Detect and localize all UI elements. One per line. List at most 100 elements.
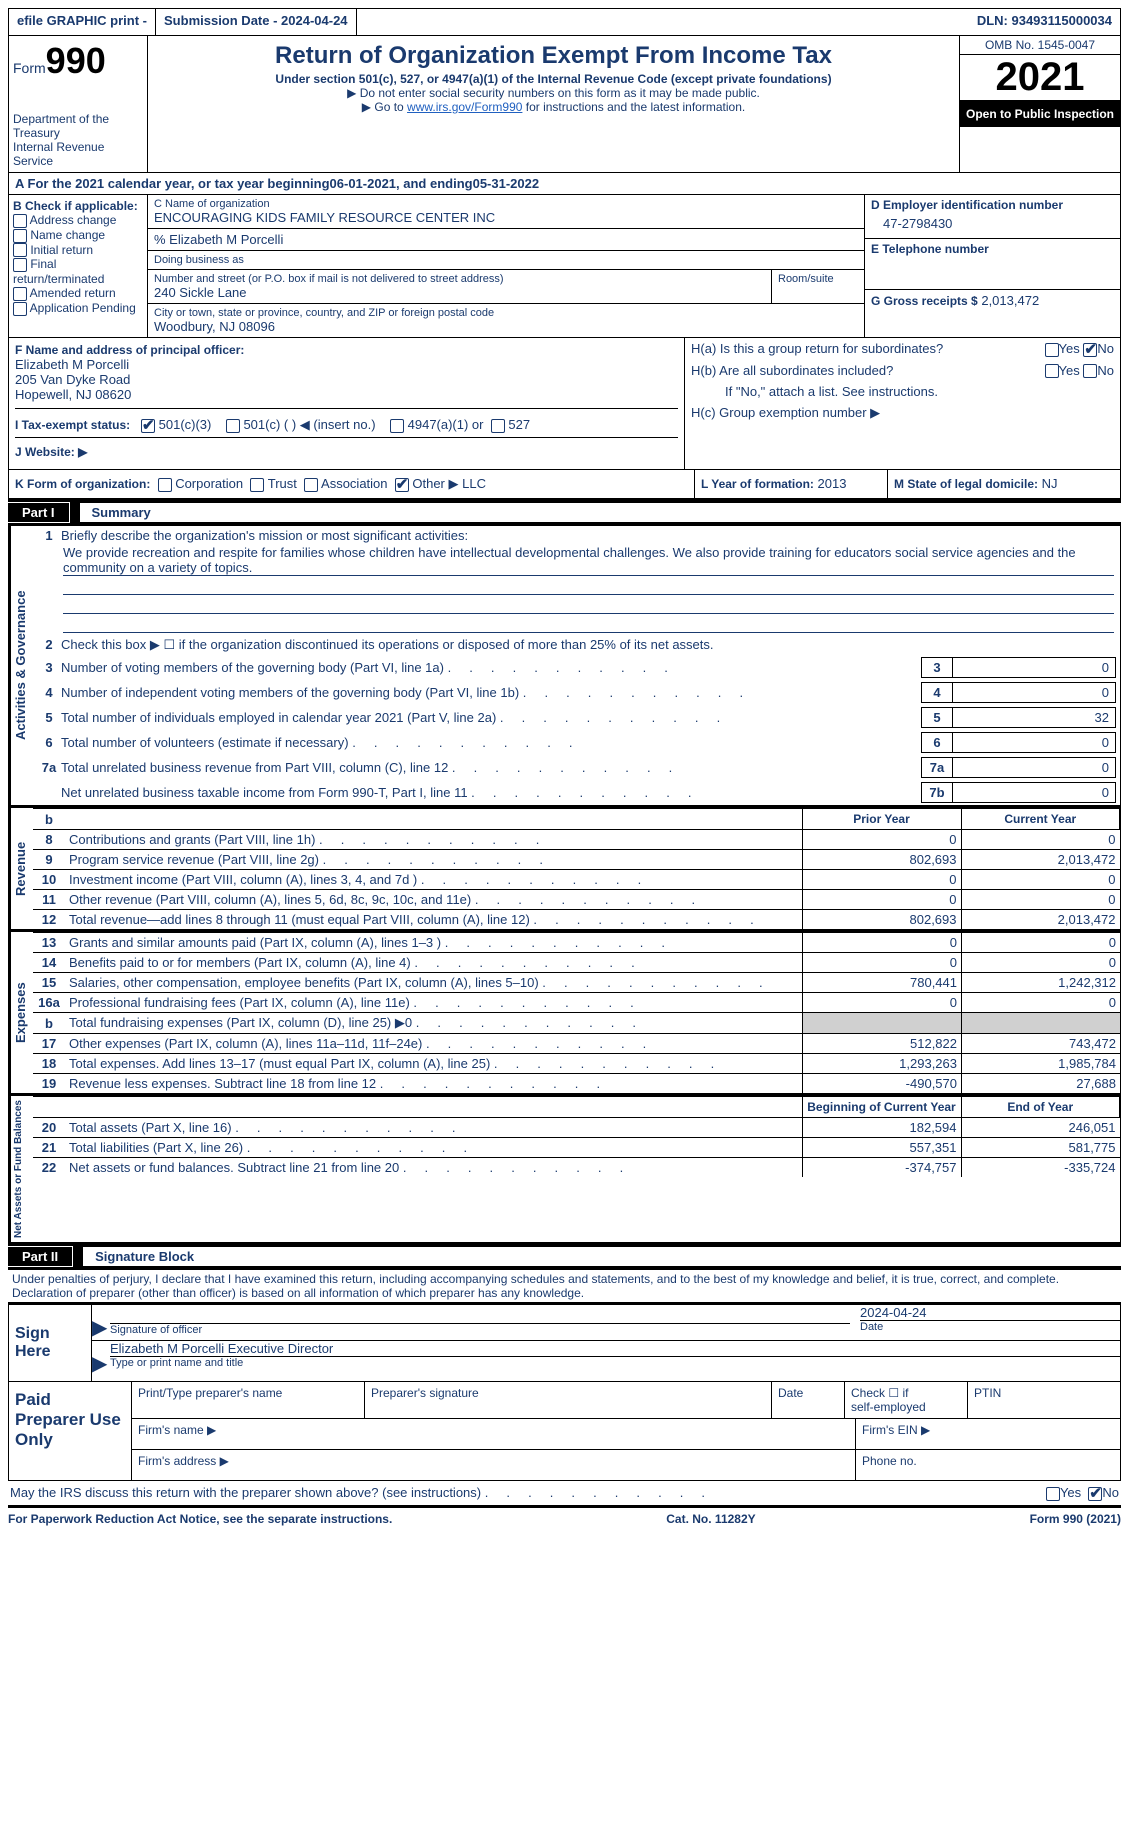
firm-addr-label: Firm's address ▶	[132, 1450, 856, 1480]
f-label: F Name and address of principal officer:	[15, 343, 244, 357]
summary-line: 6Total number of volunteers (estimate if…	[33, 730, 1120, 755]
care-of: % Elizabeth M Porcelli	[148, 229, 864, 251]
ptin-label: PTIN	[968, 1382, 1120, 1418]
chk-527	[491, 419, 505, 433]
form-ref: Form 990 (2021)	[1030, 1512, 1121, 1526]
dba-label: Doing business as	[148, 251, 864, 270]
summary-line: 5Total number of individuals employed in…	[33, 705, 1120, 730]
sig-officer-label: Signature of officer	[110, 1323, 850, 1336]
state-domicile: NJ	[1042, 476, 1058, 491]
l2-label: Check this box ▶ ☐ if the organization d…	[61, 637, 1116, 653]
form-subtitle: Under section 501(c), 527, or 4947(a)(1)…	[152, 72, 955, 86]
chk-final-return: Final return/terminated	[13, 257, 143, 286]
side-ag: Activities & Governance	[9, 526, 33, 805]
irs-label: Internal Revenue Service	[13, 140, 143, 168]
table-row: 22Net assets or fund balances. Subtract …	[33, 1158, 1120, 1178]
discuss-no	[1088, 1487, 1102, 1501]
prep-date-label: Date	[772, 1382, 845, 1418]
chk-initial-return: Initial return	[13, 243, 143, 258]
name-title-label: Type or print name and title	[110, 1356, 1120, 1369]
discuss-yes	[1046, 1487, 1060, 1501]
self-emp-check: Check ☐ ifself-employed	[845, 1382, 968, 1418]
chk-other	[395, 478, 409, 492]
chk-name-change: Name change	[13, 228, 143, 243]
page-footer: For Paperwork Reduction Act Notice, see …	[8, 1507, 1121, 1530]
officer-addr2: Hopewell, NJ 08620	[15, 387, 131, 402]
city-state-zip: Woodbury, NJ 08096	[154, 319, 858, 334]
net-table: Beginning of Current YearEnd of Year 20T…	[33, 1096, 1120, 1177]
summary-line: 3Number of voting members of the governi…	[33, 655, 1120, 680]
efile-label: efile GRAPHIC print -	[9, 9, 156, 35]
summary-line: 4Number of independent voting members of…	[33, 680, 1120, 705]
part-2-header: Part II Signature Block	[8, 1243, 1121, 1270]
j-website-label: J Website: ▶	[15, 445, 87, 459]
form-title: Return of Organization Exempt From Incom…	[152, 42, 955, 70]
firm-ein-label: Firm's EIN ▶	[856, 1419, 1120, 1449]
sig-arrow-icon-2: ▶	[92, 1341, 110, 1376]
g-receipts-label: G Gross receipts $	[871, 294, 978, 308]
table-row: 14Benefits paid to or for members (Part …	[33, 953, 1120, 973]
form-header: Form990 Department of the Treasury Inter…	[8, 36, 1121, 173]
summary-line: 7aTotal unrelated business revenue from …	[33, 755, 1120, 780]
expenses-section: Expenses 13Grants and similar amounts pa…	[8, 930, 1121, 1094]
goto-note: ▶ Go to www.irs.gov/Form990 for instruct…	[152, 100, 955, 114]
part-1-header: Part I Summary	[8, 499, 1121, 526]
top-bar: efile GRAPHIC print - Submission Date - …	[8, 8, 1121, 36]
section-fhijk: F Name and address of principal officer:…	[8, 338, 1121, 470]
table-row: bTotal fundraising expenses (Part IX, co…	[33, 1013, 1120, 1034]
irs-link[interactable]: www.irs.gov/Form990	[407, 100, 522, 114]
table-row: 20Total assets (Part X, line 16)182,5942…	[33, 1118, 1120, 1138]
hb-yes	[1045, 364, 1059, 378]
room-suite-label: Room/suite	[772, 270, 864, 303]
chk-address-change: Address change	[13, 213, 143, 228]
officer-printed-name: Elizabeth M Porcelli Executive Director	[110, 1341, 1120, 1356]
e-phone-label: E Telephone number	[871, 242, 1114, 256]
dln: DLN: 93493115000034	[969, 9, 1120, 35]
revenue-section: Revenue bPrior YearCurrent Year 8Contrib…	[8, 806, 1121, 930]
h-b-label: H(b) Are all subordinates included?	[691, 363, 1045, 379]
table-row: 8Contributions and grants (Part VIII, li…	[33, 830, 1120, 850]
sign-here-label: Sign Here	[9, 1305, 92, 1381]
org-name: ENCOURAGING KIDS FAMILY RESOURCE CENTER …	[154, 210, 858, 225]
paperwork-notice: For Paperwork Reduction Act Notice, see …	[8, 1512, 392, 1526]
summary-line: Net unrelated business taxable income fr…	[33, 780, 1120, 805]
omb-number: OMB No. 1545-0047	[960, 36, 1120, 55]
discuss-row: May the IRS discuss this return with the…	[8, 1481, 1121, 1507]
prep-name-label: Print/Type preparer's name	[132, 1382, 365, 1418]
chk-assoc	[304, 478, 318, 492]
line-a-tax-year: A For the 2021 calendar year, or tax yea…	[8, 173, 1121, 195]
b-label: B Check if applicable:	[13, 199, 143, 213]
year-formation: 2013	[818, 476, 847, 491]
sign-here-block: Sign Here ▶ Signature of officer 2024-04…	[8, 1303, 1121, 1382]
table-row: 18Total expenses. Add lines 13–17 (must …	[33, 1054, 1120, 1074]
chk-trust	[250, 478, 264, 492]
section-klm: K Form of organization: Corporation Trus…	[8, 470, 1121, 499]
c-name-label: C Name of organization	[154, 198, 858, 210]
table-row: 17Other expenses (Part IX, column (A), l…	[33, 1034, 1120, 1054]
paid-preparer-label: Paid Preparer Use Only	[9, 1382, 132, 1480]
ha-yes	[1045, 343, 1059, 357]
sig-arrow-icon: ▶	[92, 1305, 110, 1340]
i-label: I Tax-exempt status:	[15, 418, 130, 432]
table-row: 15Salaries, other compensation, employee…	[33, 973, 1120, 993]
table-row: 21Total liabilities (Part X, line 26)557…	[33, 1138, 1120, 1158]
org-other-val: LLC	[462, 476, 486, 491]
activities-governance: Activities & Governance 1Briefly describ…	[8, 526, 1121, 806]
form-number: Form990	[13, 40, 143, 82]
section-bcdeg: B Check if applicable: Address change Na…	[8, 195, 1121, 338]
ssn-note: ▶ Do not enter social security numbers o…	[152, 86, 955, 100]
dept-treasury: Department of the Treasury	[13, 112, 143, 140]
ein-value: 47-2798430	[871, 212, 1114, 235]
side-net: Net Assets or Fund Balances	[9, 1096, 33, 1242]
sig-date: 2024-04-24	[860, 1305, 1120, 1320]
gross-receipts: 2,013,472	[981, 293, 1039, 308]
chk-amended-return: Amended return	[13, 286, 143, 301]
expenses-table: 13Grants and similar amounts paid (Part …	[33, 932, 1120, 1093]
open-inspection: Open to Public Inspection	[960, 101, 1120, 127]
chk-501c	[226, 419, 240, 433]
street-label: Number and street (or P.O. box if mail i…	[154, 273, 765, 285]
l1-label: Briefly describe the organization's miss…	[61, 528, 1116, 543]
prep-sig-label: Preparer's signature	[365, 1382, 772, 1418]
table-row: 9Program service revenue (Part VIII, lin…	[33, 850, 1120, 870]
firm-name-label: Firm's name ▶	[132, 1419, 856, 1449]
